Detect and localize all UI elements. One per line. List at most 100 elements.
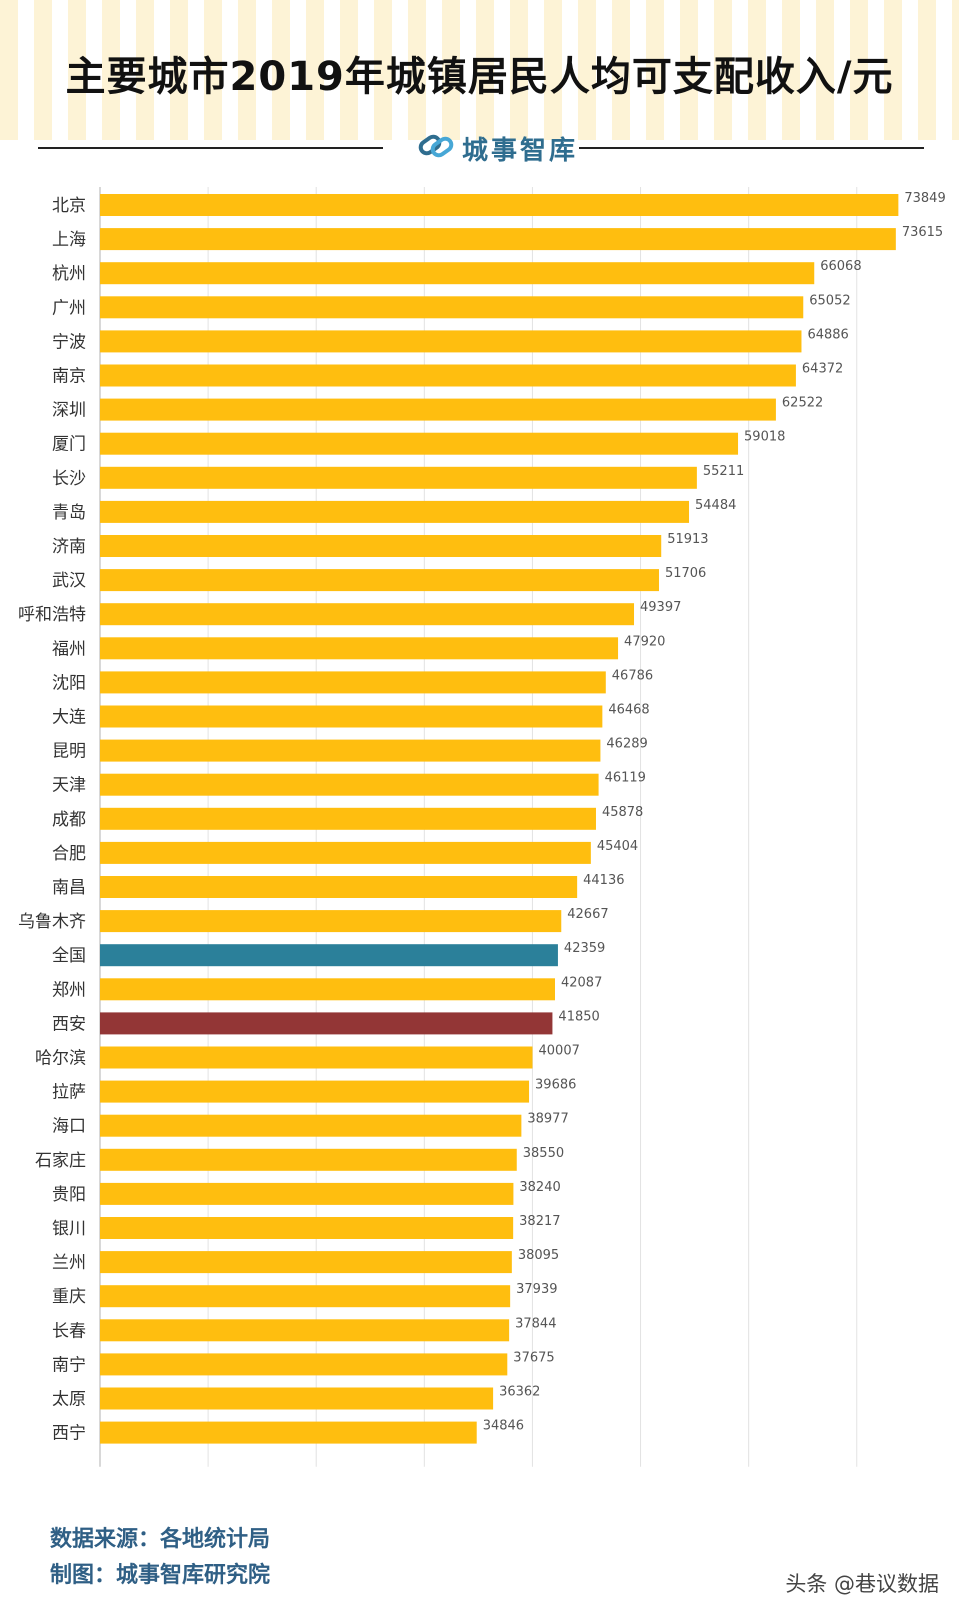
value-label-深圳: 62522 [782, 396, 823, 411]
value-label-北京: 73849 [904, 191, 945, 206]
category-label-贵阳: 贵阳 [52, 1185, 86, 1205]
bar-福州 [100, 637, 619, 660]
bar-呼和浩特 [100, 603, 635, 626]
value-label-西宁: 34846 [483, 1419, 524, 1434]
bar-长春 [100, 1319, 510, 1342]
value-label-太原: 36362 [499, 1385, 540, 1400]
value-label-合肥: 45404 [597, 839, 638, 854]
value-label-南宁: 37675 [513, 1350, 554, 1365]
value-label-广州: 65052 [809, 293, 850, 308]
bar-南宁 [100, 1353, 508, 1376]
bar-海口 [100, 1114, 522, 1137]
category-label-郑州: 郑州 [52, 980, 86, 1000]
maker-note: 制图：城事智库研究院 [50, 1563, 271, 1588]
value-label-呼和浩特: 49397 [640, 600, 681, 615]
bar-银川 [100, 1217, 514, 1239]
category-label-武汉: 武汉 [52, 571, 86, 591]
bar-昆明 [100, 739, 601, 762]
bar-西宁 [100, 1421, 477, 1444]
value-label-海口: 38977 [527, 1112, 568, 1127]
bar-拉萨 [100, 1080, 530, 1103]
value-label-福州: 47920 [624, 634, 665, 649]
category-label-哈尔滨: 哈尔滨 [35, 1049, 86, 1069]
bar-青岛 [100, 500, 690, 523]
value-label-银川: 38217 [519, 1214, 560, 1229]
value-label-大连: 46468 [608, 703, 649, 718]
category-label-天津: 天津 [52, 776, 86, 796]
bar-郑州 [100, 978, 555, 1001]
brand-name: 城事智库 [461, 135, 578, 166]
category-label-长沙: 长沙 [52, 469, 86, 489]
bar-宁波 [100, 330, 802, 353]
category-label-海口: 海口 [52, 1117, 86, 1137]
category-label-合肥: 合肥 [52, 844, 86, 864]
bar-南昌 [100, 876, 578, 898]
category-label-上海: 上海 [52, 230, 86, 250]
value-label-南京: 64372 [802, 362, 843, 377]
category-label-银川: 银川 [52, 1219, 86, 1239]
category-label-广州: 广州 [52, 298, 86, 318]
category-label-拉萨: 拉萨 [52, 1083, 86, 1103]
value-label-成都: 45878 [602, 805, 643, 820]
value-label-贵阳: 38240 [519, 1180, 560, 1195]
value-label-武汉: 51706 [665, 566, 706, 581]
category-label-厦门: 厦门 [52, 435, 86, 455]
value-label-郑州: 42087 [561, 975, 602, 990]
bar-哈尔滨 [100, 1046, 533, 1069]
category-label-沈阳: 沈阳 [52, 673, 86, 693]
category-label-呼和浩特: 呼和浩特 [18, 605, 86, 625]
value-label-兰州: 38095 [518, 1248, 559, 1263]
value-label-厦门: 59018 [744, 430, 785, 445]
value-label-哈尔滨: 40007 [539, 1044, 580, 1059]
category-label-昆明: 昆明 [52, 742, 86, 762]
bar-北京 [100, 194, 899, 216]
category-label-北京: 北京 [52, 196, 86, 216]
bar-chart: 北京 73849 上海 73615 杭州 66068 广州 65052 宁波 64886 南京 643… [18, 187, 946, 1467]
bar-西安 [100, 1012, 553, 1035]
bar-武汉 [100, 569, 659, 592]
bar-上海 [100, 228, 896, 251]
category-label-乌鲁木齐: 乌鲁木齐 [18, 912, 86, 932]
divider-left [38, 147, 383, 149]
category-label-重庆: 重庆 [52, 1287, 86, 1307]
value-label-长春: 37844 [515, 1316, 556, 1331]
bar-济南 [100, 535, 662, 557]
value-label-西安: 41850 [558, 1009, 599, 1024]
bar-石家庄 [100, 1148, 517, 1171]
value-label-南昌: 44136 [583, 873, 624, 888]
category-label-太原: 太原 [52, 1390, 86, 1410]
source-note: 数据来源：各地统计局 [50, 1527, 271, 1552]
value-label-长沙: 55211 [703, 464, 744, 479]
bar-南京 [100, 364, 796, 387]
category-label-深圳: 深圳 [52, 401, 86, 421]
value-label-昆明: 46289 [606, 737, 647, 752]
chart-title: 主要城市2019年城镇居民人均可支配收入/元 [65, 54, 894, 100]
category-label-青岛: 青岛 [52, 503, 86, 523]
value-label-全国: 42359 [564, 941, 605, 956]
category-label-西安: 西安 [52, 1014, 86, 1034]
category-label-南宁: 南宁 [52, 1355, 86, 1375]
category-label-大连: 大连 [52, 708, 86, 728]
header-stripes [0, 0, 959, 140]
category-label-南昌: 南昌 [52, 878, 86, 898]
value-label-沈阳: 46786 [612, 668, 653, 683]
value-label-乌鲁木齐: 42667 [567, 907, 608, 922]
brand: 城事智库 [398, 130, 598, 166]
bar-沈阳 [100, 671, 606, 694]
bar-兰州 [100, 1251, 512, 1274]
category-label-长春: 长春 [52, 1321, 86, 1341]
value-label-上海: 73615 [902, 225, 943, 240]
bar-广州 [100, 296, 804, 319]
bar-重庆 [100, 1285, 511, 1308]
category-label-济南: 济南 [52, 537, 86, 557]
bar-长沙 [100, 466, 697, 489]
value-label-杭州: 66068 [820, 259, 861, 274]
category-label-兰州: 兰州 [52, 1253, 86, 1273]
brand-row: 城事智库 [38, 128, 924, 168]
category-label-杭州: 杭州 [52, 264, 86, 284]
bar-大连 [100, 705, 603, 728]
value-label-济南: 51913 [667, 532, 708, 547]
category-label-宁波: 宁波 [52, 332, 86, 352]
watermark: 头条 @巷议数据 [785, 1572, 939, 1596]
link-logo-icon [418, 131, 454, 165]
